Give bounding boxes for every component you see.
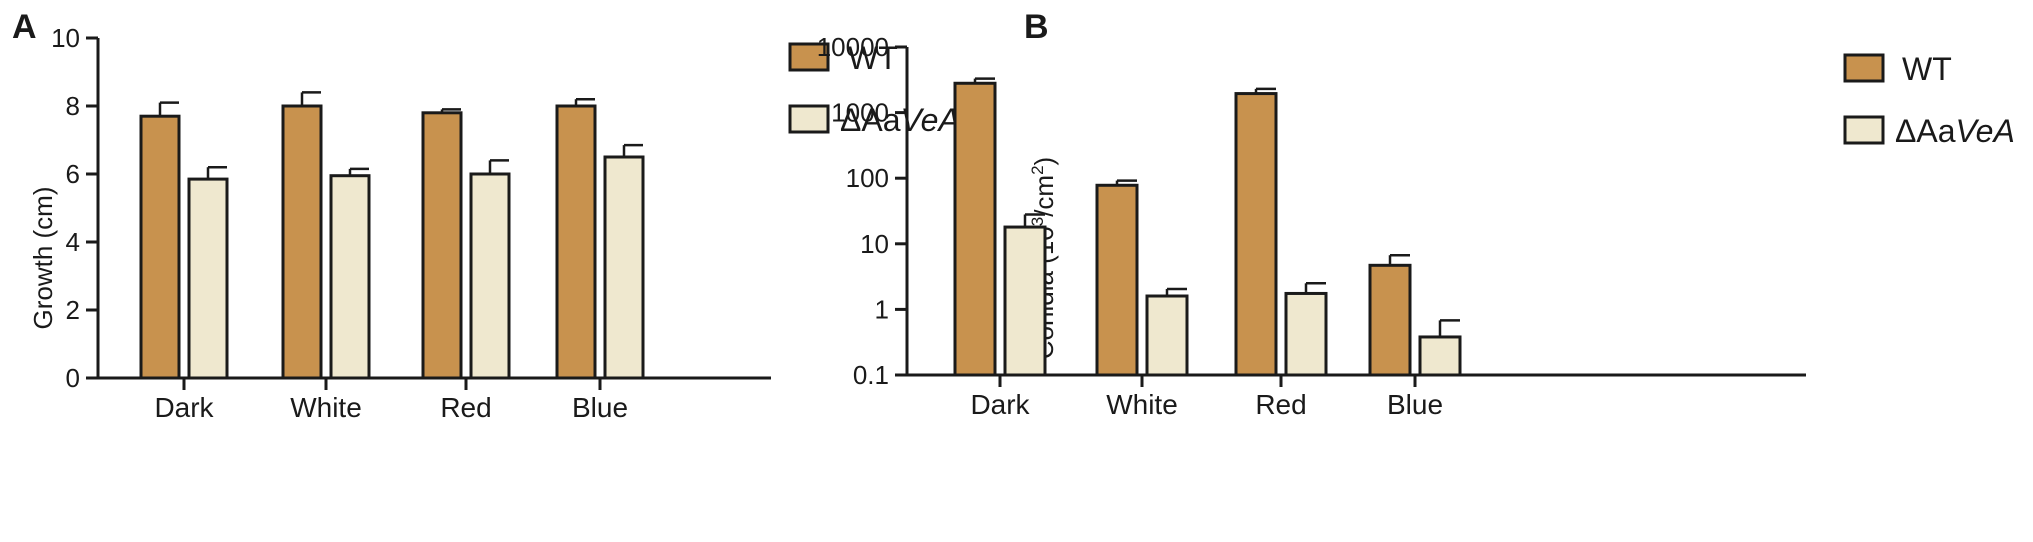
y-tick-label: 1000	[831, 98, 889, 128]
bar-wt-blue	[1368, 263, 1412, 377]
x-tick-label-dark: Dark	[154, 392, 214, 423]
bar-mutant-red	[469, 172, 511, 380]
bar-mutant-blue	[1418, 335, 1462, 377]
bar-mutant-blue	[603, 155, 645, 380]
bar-wt-red	[421, 111, 463, 380]
x-tick-label-white: White	[290, 392, 362, 423]
panel-b-label: B	[1024, 8, 1049, 46]
y-tick-label: 8	[66, 91, 80, 121]
bar-wt-dark	[953, 81, 997, 377]
panel-b-legend: WT ΔAaVeA	[1843, 51, 2015, 149]
bar-wt-white	[1095, 183, 1139, 377]
legend-wt-swatch	[788, 42, 830, 72]
bar-wt-white	[281, 104, 323, 380]
bar-mutant-white	[329, 174, 371, 380]
y-tick-label: 10000	[817, 32, 889, 62]
legend-wt-swatch	[1843, 53, 1885, 83]
panel-a: A Growth (cm) 0 2 4 6 8 10 Dark White Red Blue WT…	[12, 8, 960, 423]
legend-mutant-swatch	[788, 104, 830, 134]
panel-a-legend: WT ΔAaVeA	[788, 40, 960, 138]
legend-mutant-label: ΔAaVeA	[840, 102, 960, 138]
y-tick-label: 0.1	[853, 360, 889, 390]
y-tick-label: 100	[846, 163, 889, 193]
bar-mutant-white	[1145, 294, 1189, 377]
bar-mutant-dark	[187, 177, 229, 380]
x-tick-label-red: Red	[440, 392, 491, 423]
bar-wt-red	[1234, 92, 1278, 377]
bar-wt-dark	[139, 114, 181, 380]
y-tick-label: 2	[66, 295, 80, 325]
y-tick-label: 10	[860, 229, 889, 259]
y-tick-label: 0	[66, 363, 80, 393]
y-tick-label: 10	[51, 23, 80, 53]
panel-a-axes: 0 2 4 6 8 10 Dark White Red Blue	[51, 23, 771, 423]
legend-mutant-swatch	[1843, 115, 1885, 145]
panel-a-label: A	[12, 8, 37, 46]
x-tick-label-blue: Blue	[572, 392, 628, 423]
y-tick-label: 6	[66, 159, 80, 189]
y-tick-label: 1	[875, 294, 889, 324]
legend-mutant-label: ΔAaVeA	[1895, 113, 2015, 149]
bar-wt-blue	[555, 104, 597, 380]
x-tick-label-blue: Blue	[1387, 389, 1443, 420]
bar-mutant-dark	[1003, 225, 1047, 377]
x-tick-label-dark: Dark	[970, 389, 1030, 420]
bar-mutant-red	[1284, 291, 1328, 377]
panel-b: B Conidia (103/cm2) 0.1110100100010000Da…	[817, 8, 2015, 420]
x-tick-label-red: Red	[1255, 389, 1306, 420]
y-tick-label: 4	[66, 227, 80, 257]
panel-b-axes: 0.1 1 10 100 1000 10000 Dark White Red Blue	[817, 32, 1806, 420]
panel-b-bars	[953, 77, 1462, 377]
panel-a-bars	[139, 91, 645, 380]
legend-wt-label: WT	[1902, 51, 1952, 87]
legend-wt-label: WT	[848, 40, 898, 76]
x-tick-label-white: White	[1106, 389, 1178, 420]
panel-a-y-axis-title: Growth (cm)	[28, 187, 58, 330]
